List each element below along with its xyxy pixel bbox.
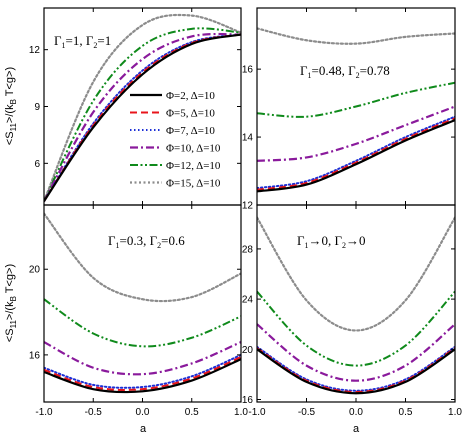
series-line-5 [257, 81, 455, 118]
x-axis-label: a [353, 423, 360, 435]
x-tick-label: 1.0 [234, 407, 248, 418]
series-line-2 [44, 356, 241, 391]
x-tick-label: 0.0 [349, 407, 363, 418]
x-tick-label: -1.0 [248, 407, 266, 418]
y-tick-label: 14 [242, 133, 254, 144]
y-tick-label: 16 [29, 350, 41, 361]
series-line-1 [257, 119, 455, 193]
panel-annotation: Γ1=0.3, Γ2=0.6 [108, 233, 185, 250]
series-line-4 [257, 105, 455, 162]
series-line-5 [44, 298, 241, 348]
panel-top-left: 6 9 12 Γ1=1, Γ2=1 [29, 7, 242, 206]
panel-annotation: Γ1=0.48, Γ2=0.78 [300, 63, 390, 80]
y-tick-label: 12 [29, 45, 41, 56]
series-line-6 [44, 212, 241, 303]
x-tick-label: 1.0 [448, 407, 462, 418]
panel-top-right: 12 14 16 Γ1=0.48, Γ2=0.78 [242, 7, 456, 212]
series-line-3 [257, 115, 455, 190]
y-tick-label: 6 [34, 159, 40, 170]
legend-entry: Φ=10, Δ=10 [166, 143, 221, 155]
x-tick-label: 0.0 [136, 407, 150, 418]
series-line-6 [257, 216, 455, 332]
series-line-1 [257, 348, 455, 395]
x-tick-label: 0.5 [185, 407, 199, 418]
y-axis-label: <S11>/(kB T<g>) [4, 264, 18, 342]
legend-entry: Φ=12, Δ=10 [166, 160, 221, 172]
series-line-4 [44, 32, 241, 202]
series-line-1 [44, 33, 241, 202]
y-tick-label: 20 [242, 345, 254, 356]
legend-entry: Φ=7, Δ=10 [166, 125, 215, 137]
series-line-6 [257, 27, 455, 45]
y-tick-label: 24 [242, 295, 254, 306]
legend-entry: Φ=2, Δ=10 [166, 90, 215, 102]
series-line-1 [44, 358, 241, 394]
series-line-6 [44, 13, 241, 203]
x-axis-label: a [140, 423, 147, 435]
series-line-4 [257, 323, 455, 382]
panel-annotation: Γ1=1, Γ2=1 [54, 33, 111, 50]
y-axis-label: <S11>/(kB T<g>) [4, 67, 18, 145]
series-line-3 [257, 345, 455, 392]
y-tick-label: 28 [242, 244, 254, 255]
y-tick-label: 16 [242, 395, 254, 406]
y-tick-label: 12 [242, 201, 254, 212]
series-line-4 [44, 341, 241, 376]
panel-bottom-left: -1.0 -0.5 0.0 0.5 1.0 16 20 Γ1=0.3, Γ2=0.6 [29, 204, 248, 418]
series-line-2 [257, 117, 455, 191]
legend: Φ=2, Δ=10 Φ=5, Δ=10 Φ=7, Δ=10 Φ=10, Δ=10 Φ=1… [130, 90, 221, 190]
y-tick-label: 16 [242, 65, 254, 76]
series-line-3 [44, 353, 241, 389]
y-tick-label: 20 [29, 265, 41, 276]
y-tick-label: 9 [34, 102, 40, 113]
legend-entry: Φ=5, Δ=10 [166, 108, 215, 120]
x-tick-label: 0.5 [399, 407, 413, 418]
x-tick-label: -0.5 [298, 407, 316, 418]
series-line-5 [44, 27, 241, 202]
panel-annotation: Γ1→0, Γ2→0 [297, 233, 366, 250]
x-tick-label: -1.0 [35, 407, 53, 418]
legend-entry: Φ=15, Δ=10 [166, 178, 221, 190]
series-line-5 [257, 290, 455, 367]
x-tick-label: -0.5 [85, 407, 103, 418]
panel-bottom-right: -1.0 -0.5 0.0 0.5 1.0 16 20 24 28 Γ1→0, Γ2→0 [242, 204, 462, 418]
